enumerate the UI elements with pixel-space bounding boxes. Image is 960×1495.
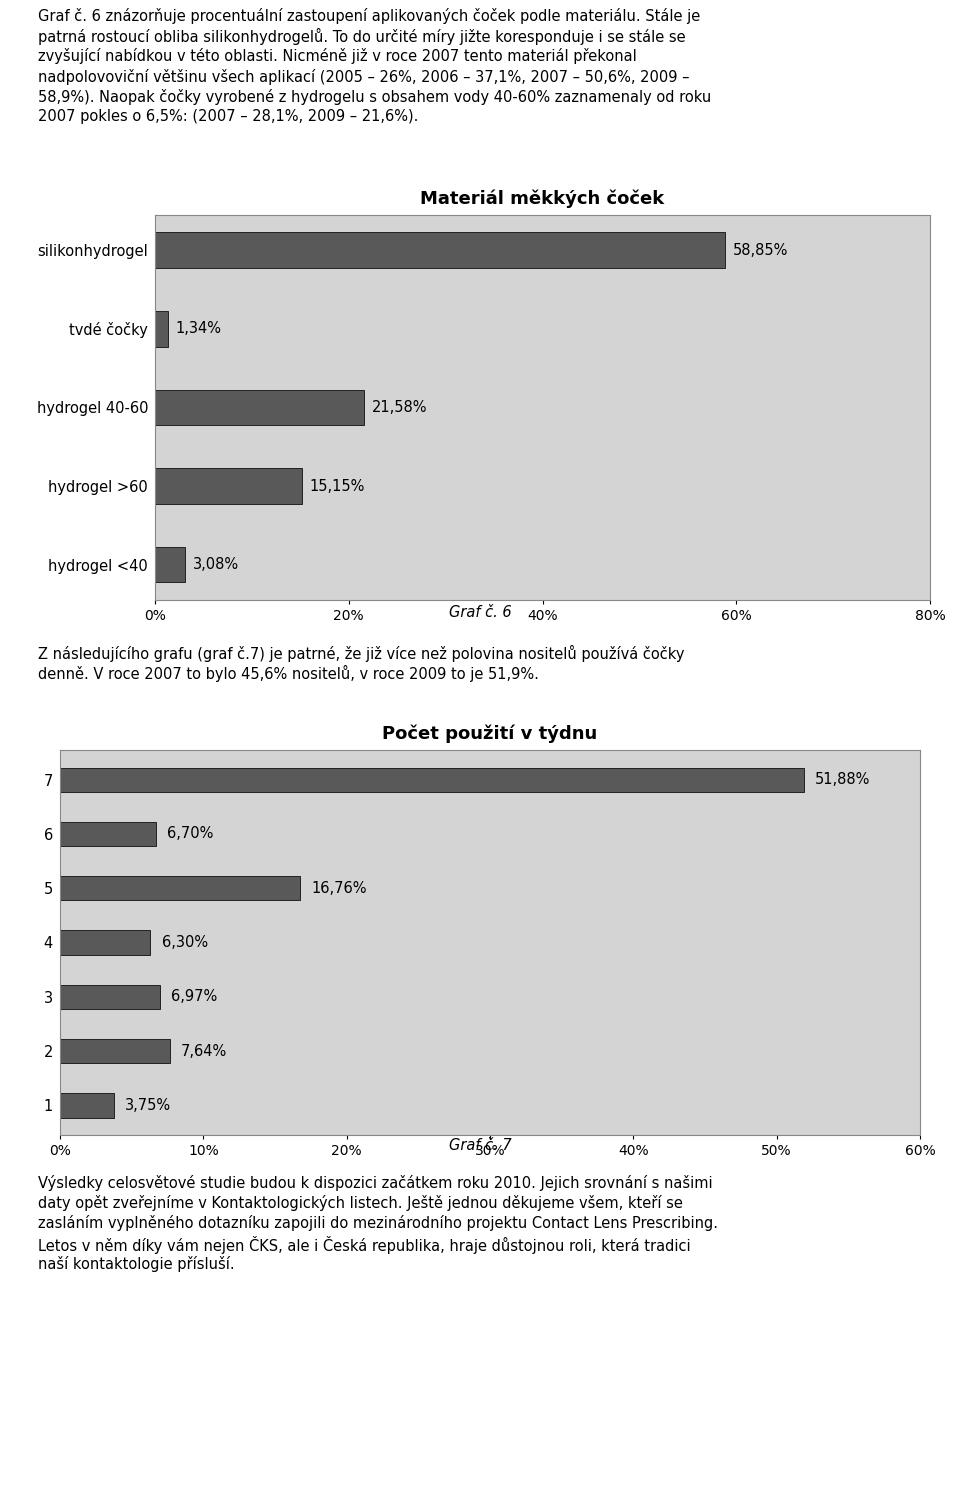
Text: denně. V roce 2007 to bylo 45,6% nositelů, v roce 2009 to je 51,9%.: denně. V roce 2007 to bylo 45,6% nositel… [38,665,540,682]
Text: patrná rostoucí obliba silikonhydrogelů. To do určité míry jižte koresponduje i : patrná rostoucí obliba silikonhydrogelů.… [38,28,686,45]
Text: Graf č. 6 znázorňuje procentuální zastoupení aplikovaných čoček podle materiálu.: Graf č. 6 znázorňuje procentuální zastou… [38,7,701,24]
Bar [60,930,151,955]
Bar [60,1093,113,1117]
Bar [60,767,804,792]
Text: 3,08%: 3,08% [193,558,239,573]
Text: 1,34%: 1,34% [176,321,222,336]
Title: Materiál měkkých čoček: Materiál měkkých čoček [420,190,664,208]
Text: daty opět zveřejníme v Kontaktologických listech. Ještě jednou děkujeme všem, kt: daty opět zveřejníme v Kontaktologických… [38,1195,684,1211]
Bar [155,233,725,268]
Bar [155,311,168,347]
Title: Počet použití v týdnu: Počet použití v týdnu [382,725,598,743]
Bar [60,1039,170,1063]
Bar [60,876,300,900]
Text: 58,9%). Naopak čočky vyrobené z hydrogelu s obsahem vody 40-60% zaznamenaly od r: 58,9%). Naopak čočky vyrobené z hydrogel… [38,88,711,105]
Text: Výsledky celosvětové studie budou k dispozici začátkem roku 2010. Jejich srovnán: Výsledky celosvětové studie budou k disp… [38,1175,713,1192]
Bar [155,547,185,583]
Text: nadpolovoviční většinu všech aplikací (2005 – 26%, 2006 – 37,1%, 2007 – 50,6%, 2: nadpolovoviční většinu všech aplikací (2… [38,69,690,85]
Text: 21,58%: 21,58% [372,401,427,416]
Text: naší kontaktologie přísluší.: naší kontaktologie přísluší. [38,1256,235,1272]
Text: Letos v něm díky vám nejen ČKS, ale i Česká republika, hraje důstojnou roli, kte: Letos v něm díky vám nejen ČKS, ale i Če… [38,1235,691,1253]
Text: Z následujícího grafu (graf č.7) je patrné, že již více než polovina nositelů po: Z následujícího grafu (graf č.7) je patr… [38,644,684,662]
Text: 58,85%: 58,85% [732,242,788,257]
Text: 6,70%: 6,70% [167,827,214,842]
Text: zvyšující nabídkou v této oblasti. Nicméně již v roce 2007 tento materiál překon: zvyšující nabídkou v této oblasti. Nicmé… [38,48,637,64]
Text: 6,30%: 6,30% [162,934,208,949]
Text: 7,64%: 7,64% [181,1044,228,1058]
Text: Graf č. 6: Graf č. 6 [448,605,512,620]
Text: 2007 pokles o 6,5%: (2007 – 28,1%, 2009 – 21,6%).: 2007 pokles o 6,5%: (2007 – 28,1%, 2009 … [38,109,419,124]
Text: 51,88%: 51,88% [815,773,871,788]
Text: 3,75%: 3,75% [125,1097,171,1112]
Bar [60,985,160,1009]
Text: 15,15%: 15,15% [309,478,365,493]
Text: zasláním vyplněného dotazníku zapojili do mezinárodního projektu Contact Lens Pr: zasláním vyplněného dotazníku zapojili d… [38,1215,718,1232]
Text: 6,97%: 6,97% [172,990,218,1005]
Text: Graf č. 7: Graf č. 7 [448,1138,512,1153]
Bar [155,390,364,425]
Bar [60,822,156,846]
Bar [155,468,301,504]
Text: 16,76%: 16,76% [312,881,367,896]
